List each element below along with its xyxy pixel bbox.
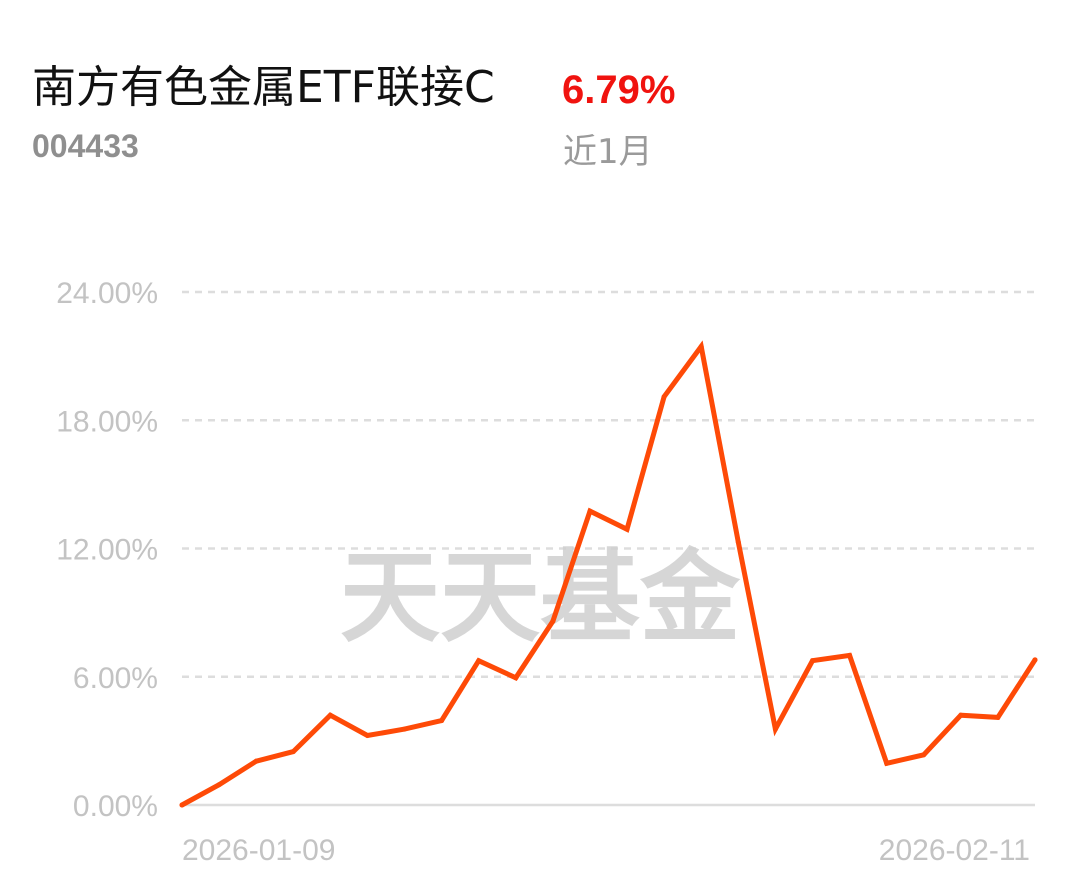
data-point <box>550 618 556 624</box>
y-tick-label: 0.00% <box>73 790 158 823</box>
grid-lines <box>182 290 1035 807</box>
x-tick-label: 2026-01-09 <box>182 834 335 867</box>
y-tick-label: 24.00% <box>56 277 158 310</box>
x-tick-label: 2026-02-11 <box>879 834 1030 867</box>
data-point <box>327 712 333 718</box>
data-point <box>587 508 593 514</box>
data-point <box>1032 657 1038 663</box>
fund-code: 004433 <box>32 128 139 164</box>
series-line <box>179 340 1038 808</box>
data-point <box>513 675 519 681</box>
data-point <box>995 714 1001 720</box>
data-point <box>290 749 296 755</box>
y-tick-label: 6.00% <box>73 662 158 695</box>
return-period-label: 近1月 <box>563 132 653 172</box>
data-point <box>402 726 408 732</box>
data-point <box>216 782 222 788</box>
y-tick-label: 18.00% <box>56 405 158 438</box>
data-point <box>958 712 964 718</box>
y-tick-label: 12.00% <box>56 534 158 567</box>
data-point <box>698 344 704 350</box>
data-point <box>364 733 370 739</box>
data-point <box>735 539 741 545</box>
data-point <box>624 526 630 532</box>
data-point <box>253 758 259 764</box>
x-axis-labels: 2026-01-09 2026-02-11 <box>182 834 1030 867</box>
data-point <box>772 726 778 732</box>
fund-return-value: 6.79% <box>562 68 676 112</box>
data-point <box>476 658 482 664</box>
data-point <box>179 802 185 808</box>
series-layer <box>179 340 1038 808</box>
data-point <box>439 718 445 724</box>
data-point <box>809 658 815 664</box>
y-axis-ticks: 24.00% 18.00% 12.00% 6.00% 0.00% <box>56 277 158 823</box>
data-point <box>921 752 927 758</box>
data-point <box>884 760 890 766</box>
data-point <box>661 394 667 400</box>
data-point <box>847 652 853 658</box>
fund-name: 南方有色金属ETF联接C <box>32 62 495 113</box>
